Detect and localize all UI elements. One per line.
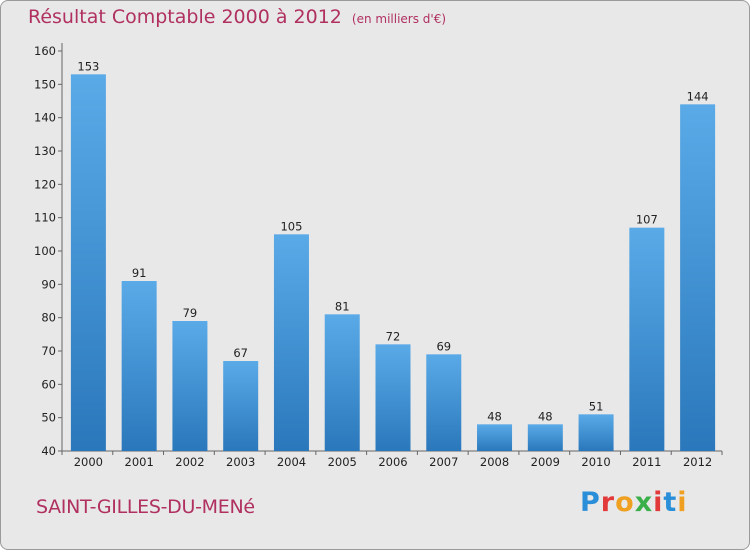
y-tick-label: 80 xyxy=(41,311,56,325)
x-tick-label: 2011 xyxy=(632,455,661,469)
y-tick-label: 150 xyxy=(34,77,56,91)
y-tick-label: 90 xyxy=(41,277,56,291)
y-tick-label: 120 xyxy=(34,177,56,191)
bar xyxy=(70,74,106,451)
bar xyxy=(629,227,665,451)
bar-value-label: 67 xyxy=(233,346,248,360)
x-tick-label: 2007 xyxy=(429,455,458,469)
bar xyxy=(121,281,157,451)
bar xyxy=(324,314,360,451)
x-tick-label: 2001 xyxy=(125,455,154,469)
x-tick-label: 2004 xyxy=(277,455,306,469)
bar-value-label: 48 xyxy=(487,409,502,423)
x-tick-label: 2008 xyxy=(480,455,509,469)
bar xyxy=(477,424,513,451)
chart-axes: 40 50 60 70 80 90 100 110 120 130 140 150 160 2000 200… xyxy=(34,43,723,469)
y-tick-label: 130 xyxy=(34,144,56,158)
x-tick-label: 2000 xyxy=(74,455,103,469)
logo-letter: t xyxy=(663,487,678,518)
logo-letter: i xyxy=(653,487,664,518)
y-tick-label: 100 xyxy=(34,244,56,258)
bar xyxy=(375,344,411,451)
bar xyxy=(172,321,208,451)
x-tick-label: 2005 xyxy=(328,455,357,469)
logo-letter: x xyxy=(634,487,654,518)
bar xyxy=(680,104,716,451)
bar-value-label: 105 xyxy=(280,219,302,233)
bar-value-label: 144 xyxy=(687,89,709,103)
y-tick-label: 70 xyxy=(41,344,56,358)
chart-bars: 153 91 79 67 105 81 72 69 48 48 51 107 144 xyxy=(70,59,716,451)
bar-value-label: 107 xyxy=(636,213,658,227)
chart-title: Résultat Comptable 2000 à 2012 (en millie… xyxy=(28,6,446,28)
bar-value-label: 91 xyxy=(132,266,147,280)
bar xyxy=(223,361,259,451)
logo-letter: o xyxy=(615,487,635,518)
y-tick-label: 110 xyxy=(34,211,56,225)
x-tick-label: 2010 xyxy=(581,455,610,469)
y-tick-label: 50 xyxy=(41,411,56,425)
x-tick-label: 2006 xyxy=(378,455,407,469)
y-tick-label: 40 xyxy=(41,444,56,458)
bar-value-label: 69 xyxy=(436,339,451,353)
y-tick-label: 160 xyxy=(34,44,56,58)
bar-value-label: 72 xyxy=(386,329,401,343)
chart-unit: (en milliers d'€) xyxy=(351,12,447,26)
bar-value-label: 48 xyxy=(538,409,553,423)
bar xyxy=(273,234,309,451)
bar-value-label: 153 xyxy=(77,59,99,73)
y-tick-label: 60 xyxy=(41,377,56,391)
logo-letter: P xyxy=(580,487,601,518)
chart-title-text: Résultat Comptable 2000 à 2012 xyxy=(28,6,342,28)
logo-letter: i xyxy=(677,487,688,518)
x-tick-label: 2003 xyxy=(226,455,255,469)
proxiti-logo[interactable]: Proxiti xyxy=(580,487,688,518)
x-tick-label: 2009 xyxy=(531,455,560,469)
bar xyxy=(527,424,563,451)
x-tick-label: 2002 xyxy=(175,455,204,469)
logo-letter: r xyxy=(600,487,616,518)
bar xyxy=(426,354,462,451)
bar xyxy=(578,414,614,451)
x-tick-label: 2012 xyxy=(683,455,712,469)
bar-value-label: 79 xyxy=(183,306,198,320)
bar-value-label: 81 xyxy=(335,299,350,313)
y-tick-label: 140 xyxy=(34,111,56,125)
bar-value-label: 51 xyxy=(589,399,604,413)
commune-name: SAINT-GILLES-DU-MENé xyxy=(36,496,255,518)
